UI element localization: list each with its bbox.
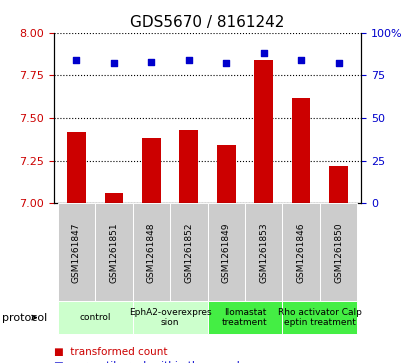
Point [260, 50, 267, 56]
Text: GSM1261849: GSM1261849 [222, 222, 231, 282]
Text: control: control [79, 313, 111, 322]
Point [186, 57, 192, 63]
Text: GSM1261852: GSM1261852 [184, 222, 193, 282]
Text: Ilomastat
treatment: Ilomastat treatment [222, 308, 268, 327]
Point [73, 57, 80, 63]
Text: GSM1261850: GSM1261850 [334, 222, 343, 283]
Text: GSM1261848: GSM1261848 [147, 222, 156, 282]
Text: GSM1261847: GSM1261847 [72, 222, 81, 282]
Text: ■  percentile rank within the sample: ■ percentile rank within the sample [54, 361, 246, 363]
Point [335, 61, 342, 66]
Bar [217, 145, 236, 363]
Bar [254, 60, 273, 363]
Text: GSM1261851: GSM1261851 [110, 222, 118, 283]
Text: Rho activator Calp
eptin treatment: Rho activator Calp eptin treatment [278, 308, 362, 327]
Point [298, 57, 305, 63]
Point [148, 59, 155, 65]
Bar [292, 98, 310, 363]
Point [223, 61, 229, 66]
Text: GSM1261853: GSM1261853 [259, 222, 268, 283]
Text: GSM1261846: GSM1261846 [297, 222, 305, 282]
Text: protocol: protocol [2, 313, 47, 323]
Title: GDS5670 / 8161242: GDS5670 / 8161242 [130, 15, 285, 30]
Bar [142, 138, 161, 363]
Bar [179, 130, 198, 363]
Point [110, 61, 117, 66]
Text: EphA2-overexpres
sion: EphA2-overexpres sion [129, 308, 211, 327]
Bar [67, 132, 86, 363]
Bar [105, 193, 123, 363]
Text: ■  transformed count: ■ transformed count [54, 347, 167, 357]
Bar [329, 166, 348, 363]
